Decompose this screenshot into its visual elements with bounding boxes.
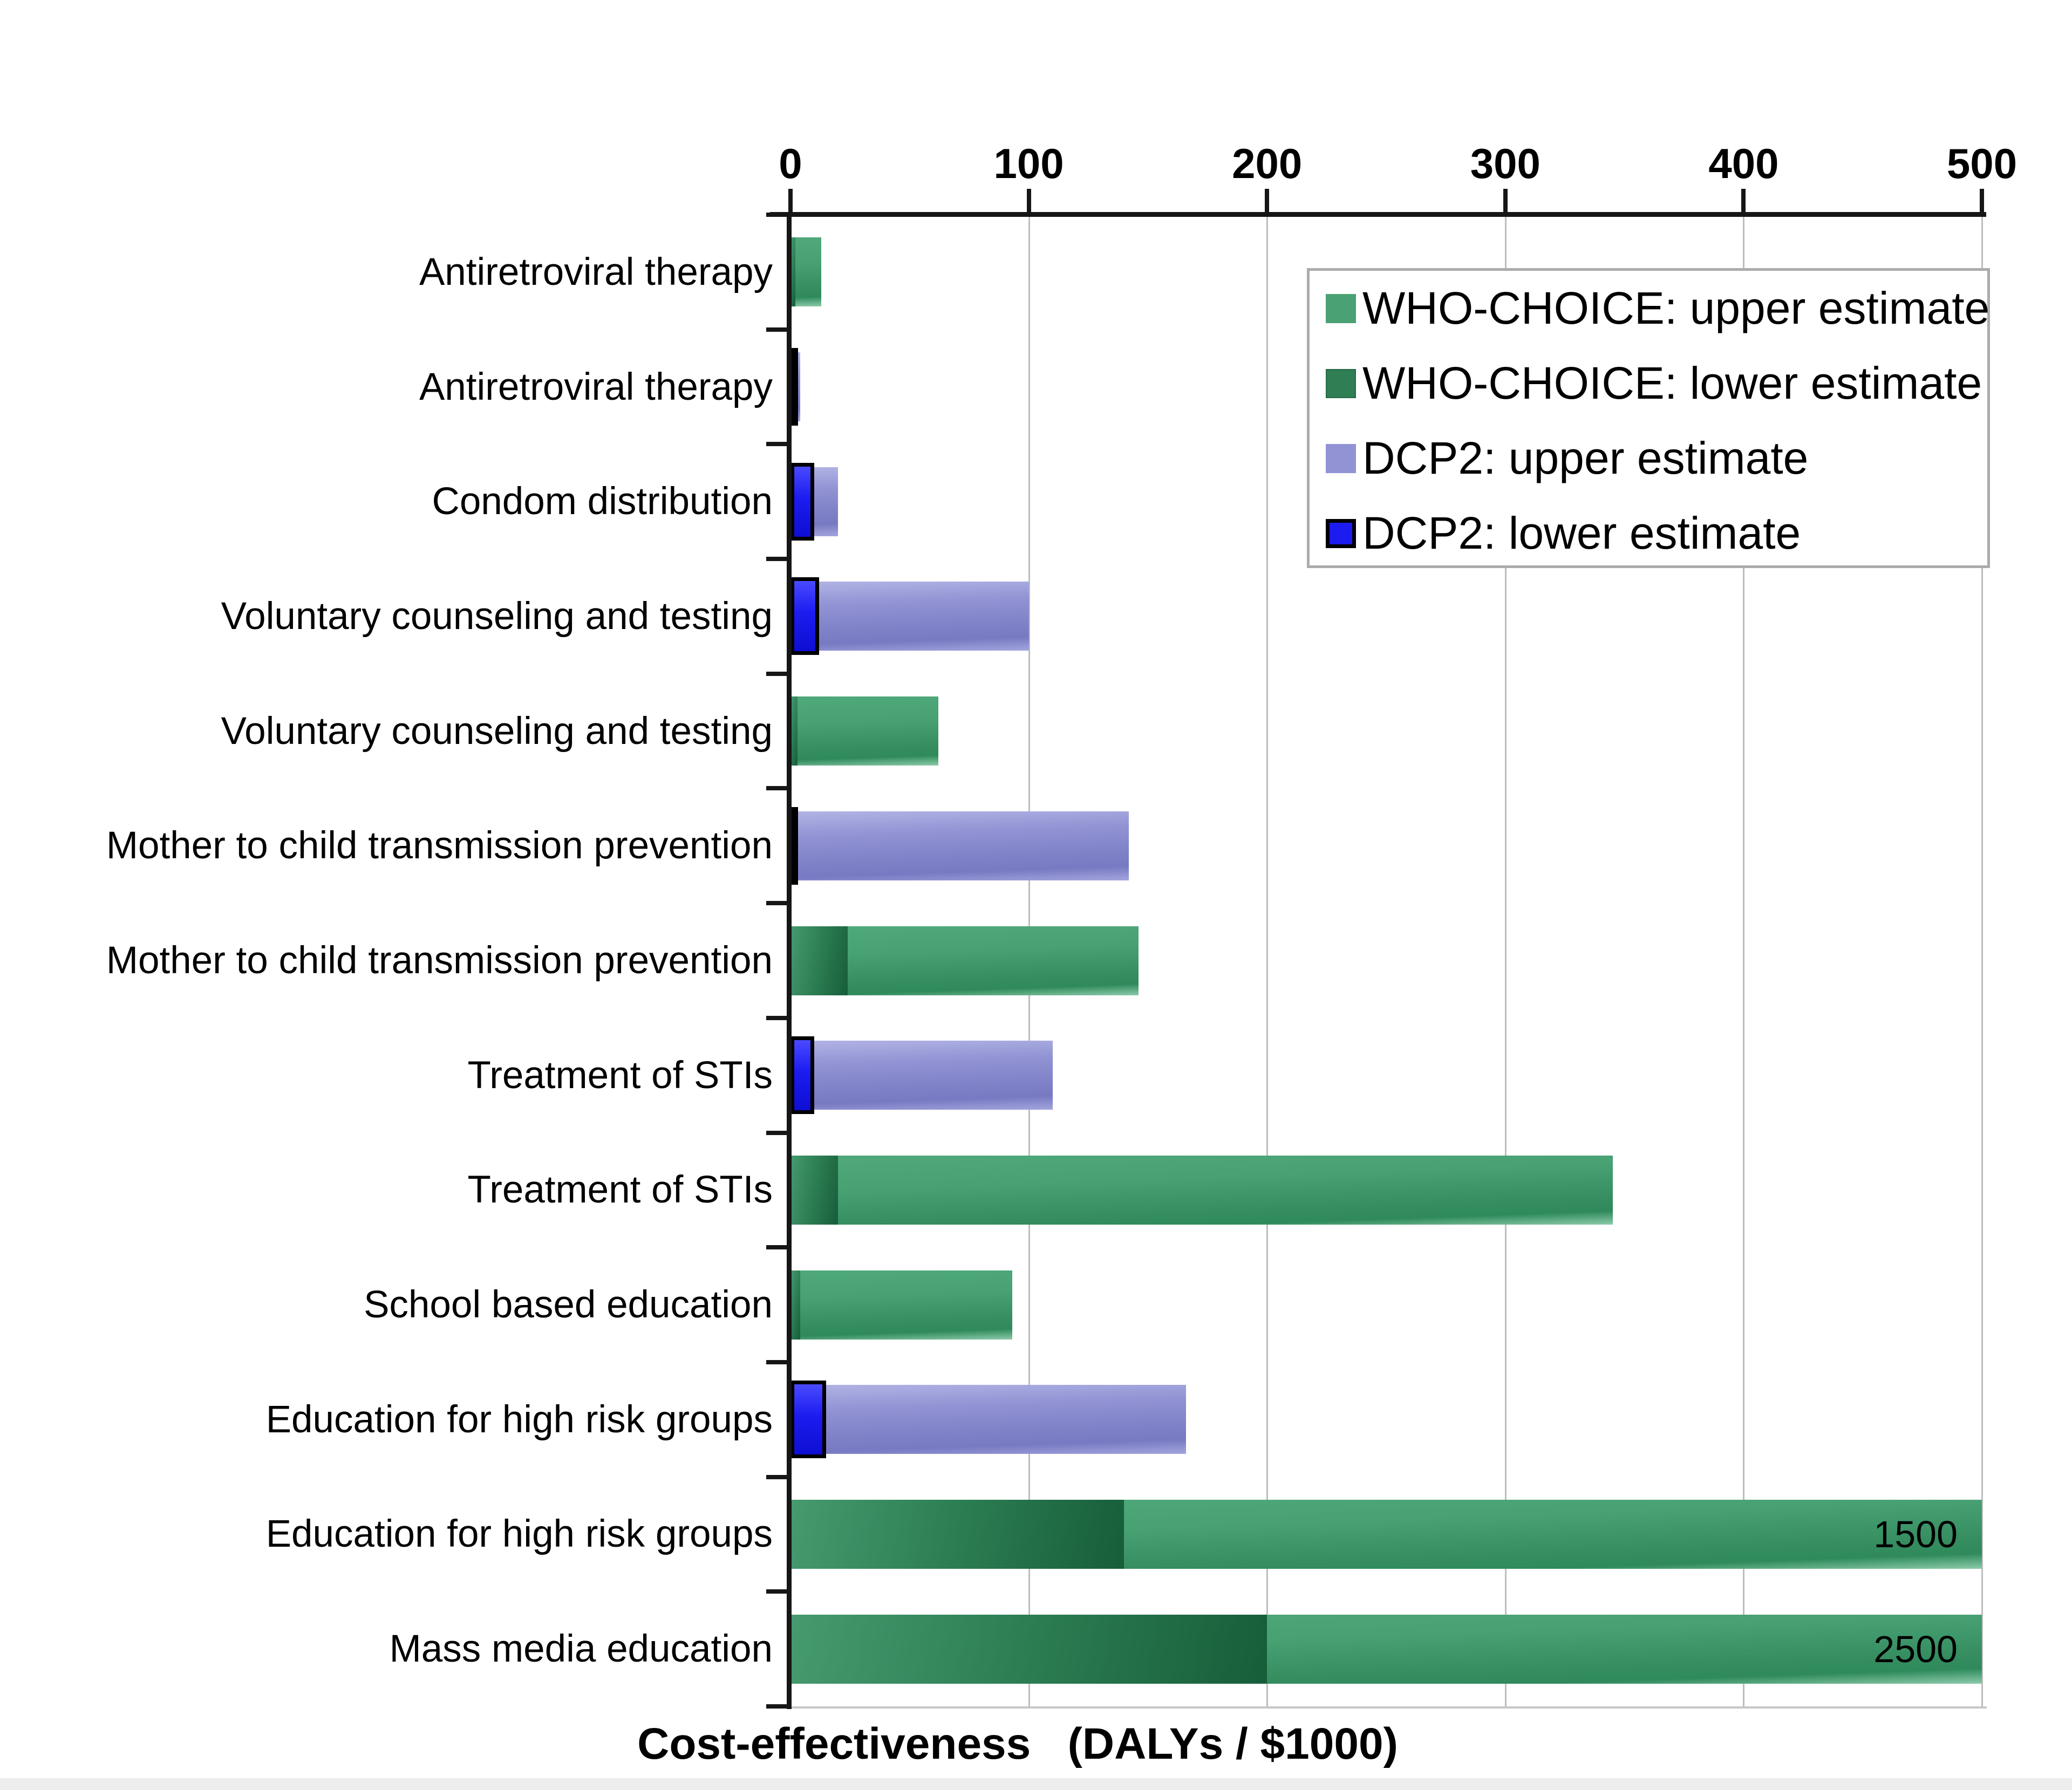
bar-lower-segment: [790, 462, 814, 541]
legend-swatch-dcp2_upper: [1326, 443, 1356, 473]
legend-item: WHO-CHOICE: upper estimate: [1310, 271, 1990, 346]
legend-label: WHO-CHOICE: lower estimate: [1362, 358, 1982, 408]
x-tick-label-500: 500: [1946, 140, 2018, 187]
x-tick-label-0: 0: [779, 140, 802, 187]
y-axis-tick-13: [766, 1704, 787, 1709]
bar-value-label: 2500: [1873, 1628, 1958, 1670]
bar-lower-segment: [790, 237, 795, 307]
x-axis-line: [770, 212, 1986, 217]
bar-lower-segment: [790, 1036, 814, 1115]
bar-lower-segment: [790, 348, 798, 426]
bar-upper-segment: [790, 696, 938, 766]
legend-item: WHO-CHOICE: lower estimate: [1310, 346, 1987, 421]
y-axis-tick-1: [766, 327, 787, 332]
legend-label: DCP2: lower estimate: [1362, 508, 1801, 558]
category-label: Treatment of STIs: [467, 1054, 773, 1097]
bottom-strip: [0, 1778, 2072, 1790]
bar-upper-segment: [790, 1270, 1012, 1340]
category-label: Education for high risk groups: [265, 1398, 773, 1441]
y-axis-tick-5: [766, 786, 787, 791]
y-axis-tick-0: [766, 213, 787, 217]
bar-lower-segment: [790, 926, 848, 995]
bar-lower-segment: [790, 1270, 800, 1340]
legend-box: WHO-CHOICE: upper estimate WHO-CHOICE: lo…: [1307, 268, 1990, 568]
x-tick-label-400: 400: [1708, 140, 1779, 187]
y-axis-tick-9: [766, 1245, 787, 1250]
y-axis-tick-7: [766, 1015, 787, 1020]
category-label: Mother to child transmission prevention: [106, 939, 773, 982]
category-label: Treatment of STIs: [467, 1169, 773, 1212]
legend-item: DCP2: upper estimate: [1310, 421, 1987, 496]
x-axis-tick-500: [1980, 189, 1984, 213]
x-tick-label-200: 200: [1232, 140, 1303, 187]
category-label: Education for high risk groups: [265, 1513, 773, 1556]
legend-swatch-dcp2_lower: [1326, 518, 1356, 548]
x-axis-tick-0: [788, 189, 793, 213]
bar-upper-segment: [790, 1155, 1613, 1225]
category-label: School based education: [364, 1283, 773, 1327]
legend-item: DCP2: lower estimate: [1310, 496, 1987, 571]
bar-upper-segment: [790, 1041, 1053, 1110]
y-axis-tick-4: [766, 671, 787, 676]
bar-lower-segment: [790, 696, 798, 766]
x-tick-label-300: 300: [1470, 140, 1541, 187]
bar-lower-segment: [790, 1614, 1267, 1684]
bar-upper-segment: [790, 237, 821, 307]
y-axis-tick-12: [766, 1589, 787, 1594]
category-label: Mother to child transmission prevention: [106, 824, 773, 867]
y-axis-tick-8: [766, 1130, 787, 1135]
bar-lower-segment: [790, 577, 819, 655]
category-label: Voluntary counseling and testing: [221, 709, 773, 753]
y-axis-tick-3: [766, 557, 787, 562]
x-axis-tick-400: [1741, 189, 1746, 213]
category-label: Voluntary counseling and testing: [221, 595, 773, 638]
category-label: Antiretroviral therapy: [419, 250, 773, 293]
category-label: Mass media education: [389, 1628, 773, 1671]
x-gridline-400: [1743, 215, 1745, 1706]
bar-upper-segment: [790, 926, 1139, 995]
legend-swatch-who_upper: [1326, 293, 1356, 323]
bar-lower-segment: [790, 1499, 1124, 1569]
y-axis-tick-6: [766, 901, 787, 906]
bar-upper-segment: [790, 1385, 1186, 1454]
bar-value-label: 1500: [1873, 1513, 1958, 1555]
bar-upper-segment: [790, 811, 1129, 880]
y-axis-line: [787, 212, 792, 1709]
category-label: Antiretroviral therapy: [419, 365, 773, 408]
y-axis-tick-10: [766, 1359, 787, 1364]
x-axis-tick-100: [1026, 189, 1031, 213]
x-tick-label-100: 100: [993, 140, 1064, 187]
bar-upper-segment: [790, 582, 1029, 651]
bar-lower-segment: [790, 1381, 826, 1459]
y-axis-tick-11: [766, 1474, 787, 1479]
x-gridline-300: [1504, 215, 1507, 1706]
legend-swatch-who_lower: [1326, 368, 1356, 398]
x-axis-tick-200: [1265, 189, 1270, 213]
category-label: Condom distribution: [432, 480, 773, 523]
legend-label: WHO-CHOICE: upper estimate: [1362, 283, 1990, 333]
y-axis-tick-2: [766, 442, 787, 447]
legend-label: DCP2: upper estimate: [1362, 433, 1809, 483]
x-axis-title: Cost-effectiveness (DALYs / $1000): [637, 1719, 1398, 1768]
x-gridline-500: [1981, 215, 1983, 1706]
x-axis-tick-300: [1503, 189, 1508, 213]
bar-lower-segment: [790, 807, 798, 885]
x-gridline-200: [1266, 215, 1269, 1706]
bar-lower-segment: [790, 1155, 838, 1225]
plot-bottom-border: [790, 1706, 1987, 1709]
